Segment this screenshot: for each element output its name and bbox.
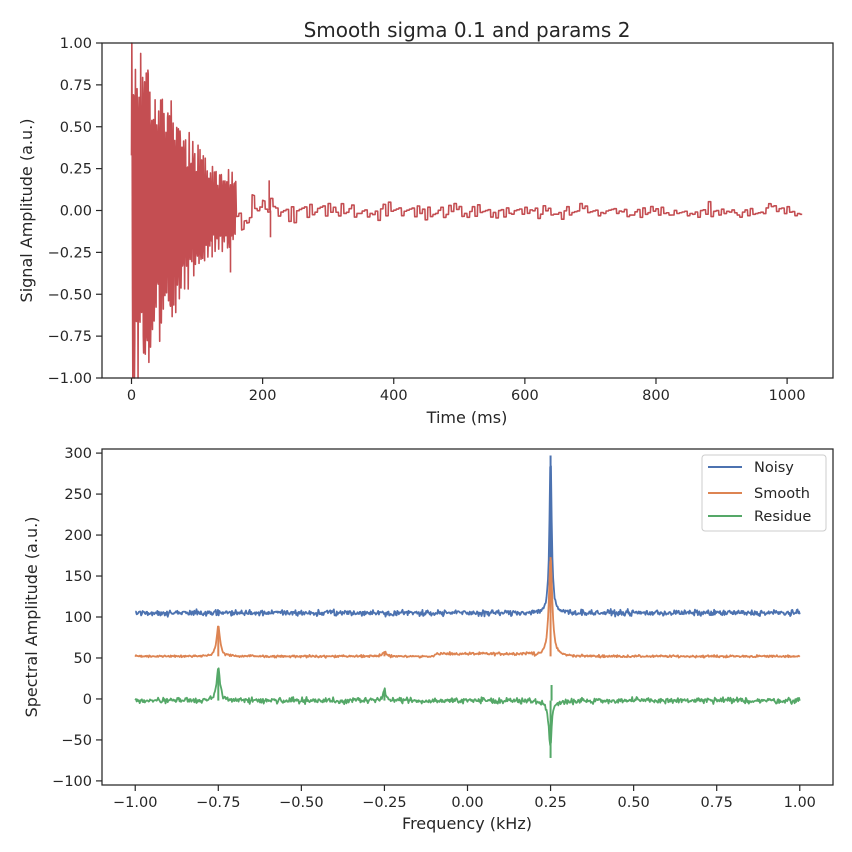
time-y-axis-label: Signal Amplitude (a.u.) xyxy=(17,119,36,303)
time-y-tick-label: 0.25 xyxy=(60,162,92,178)
time-x-tick-label: 1000 xyxy=(769,388,806,404)
time-x-tick-label: 200 xyxy=(249,388,277,404)
time-y-tick-label: −0.50 xyxy=(48,287,92,303)
time-x-axis-label: Time (ms) xyxy=(426,408,508,427)
legend: Noisy Smooth Residue xyxy=(701,454,827,532)
freq-y-tick-label: 150 xyxy=(64,569,92,585)
freq-x-tick-label: 0.50 xyxy=(617,795,649,811)
time-x-tick-label: 600 xyxy=(511,388,539,404)
time-y-tick-label: −0.75 xyxy=(48,329,92,345)
freq-x-tick-label: 1.00 xyxy=(784,795,816,811)
time-x-tick-label: 400 xyxy=(380,388,408,404)
freq-y-tick-label: 200 xyxy=(64,528,92,544)
time-y-tick-label: −1.00 xyxy=(48,371,92,387)
freq-y-tick-label: 250 xyxy=(64,487,92,503)
time-x-tick-label: 0 xyxy=(127,388,136,404)
time-x-tick-label: 800 xyxy=(642,388,670,404)
freq-x-tick-label: −0.25 xyxy=(362,795,406,811)
frequency-domain-plot: −1.00 −0.75 −0.50 −0.25 0.00 0.25 0.50 0.75 1.00… xyxy=(22,446,834,833)
figure-title: Smooth sigma 0.1 and params 2 xyxy=(304,18,631,42)
freq-y-axis-label: Spectral Amplitude (a.u.) xyxy=(22,517,41,718)
freq-y-tick-label: 50 xyxy=(74,651,92,667)
time-y-tick-label: 1.00 xyxy=(60,36,92,52)
freq-series-noisy xyxy=(135,465,801,618)
time-y-tick-label: 0.00 xyxy=(60,204,92,220)
time-y-tick-label: −0.25 xyxy=(48,245,92,261)
freq-y-tick-label: −50 xyxy=(61,733,92,749)
freq-x-axis-label: Frequency (kHz) xyxy=(402,814,532,833)
freq-x-tick-label: −1.00 xyxy=(113,795,157,811)
time-y-axis: −1.00 −0.75 −0.50 −0.25 0.00 0.25 0.50 0.75 1.00 xyxy=(48,36,102,387)
freq-x-tick-label: −0.75 xyxy=(196,795,240,811)
freq-series-smooth xyxy=(134,559,801,659)
time-y-tick-label: 0.75 xyxy=(60,78,92,94)
legend-box xyxy=(701,454,827,532)
freq-x-tick-label: 0.25 xyxy=(534,795,566,811)
legend-label-noisy: Noisy xyxy=(754,460,794,476)
time-domain-plot: 0 200 400 600 800 1000 −1.00 −0.75 −0.50 −0.25 0.… xyxy=(17,36,834,427)
freq-y-tick-label: 0 xyxy=(83,692,92,708)
freq-y-tick-label: −100 xyxy=(52,774,92,790)
freq-y-axis: −100 −50 0 50 100 150 200 250 300 xyxy=(52,446,102,790)
freq-x-tick-label: −0.50 xyxy=(279,795,323,811)
time-y-tick-label: 0.50 xyxy=(60,120,92,136)
legend-label-smooth: Smooth xyxy=(754,486,810,502)
time-x-axis: 0 200 400 600 800 1000 xyxy=(127,378,806,404)
freq-y-tick-label: 300 xyxy=(64,446,92,462)
time-signal-line xyxy=(130,42,803,379)
freq-x-axis: −1.00 −0.75 −0.50 −0.25 0.00 0.25 0.50 0.75 1.00 xyxy=(113,785,816,811)
freq-x-tick-label: 0.00 xyxy=(451,795,483,811)
freq-x-tick-label: 0.75 xyxy=(701,795,733,811)
freq-series-residue xyxy=(134,667,801,747)
legend-label-residue: Residue xyxy=(754,509,811,525)
time-signal-series xyxy=(130,42,803,379)
frequency-series-group xyxy=(134,455,801,758)
freq-y-tick-label: 100 xyxy=(64,610,92,626)
